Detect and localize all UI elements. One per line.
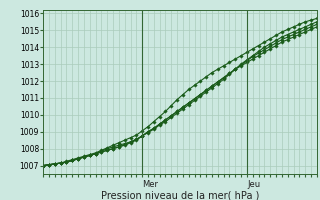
Text: Jeu: Jeu xyxy=(247,180,260,189)
Text: Pression niveau de la mer( hPa ): Pression niveau de la mer( hPa ) xyxy=(101,190,259,200)
Text: Mer: Mer xyxy=(142,180,158,189)
